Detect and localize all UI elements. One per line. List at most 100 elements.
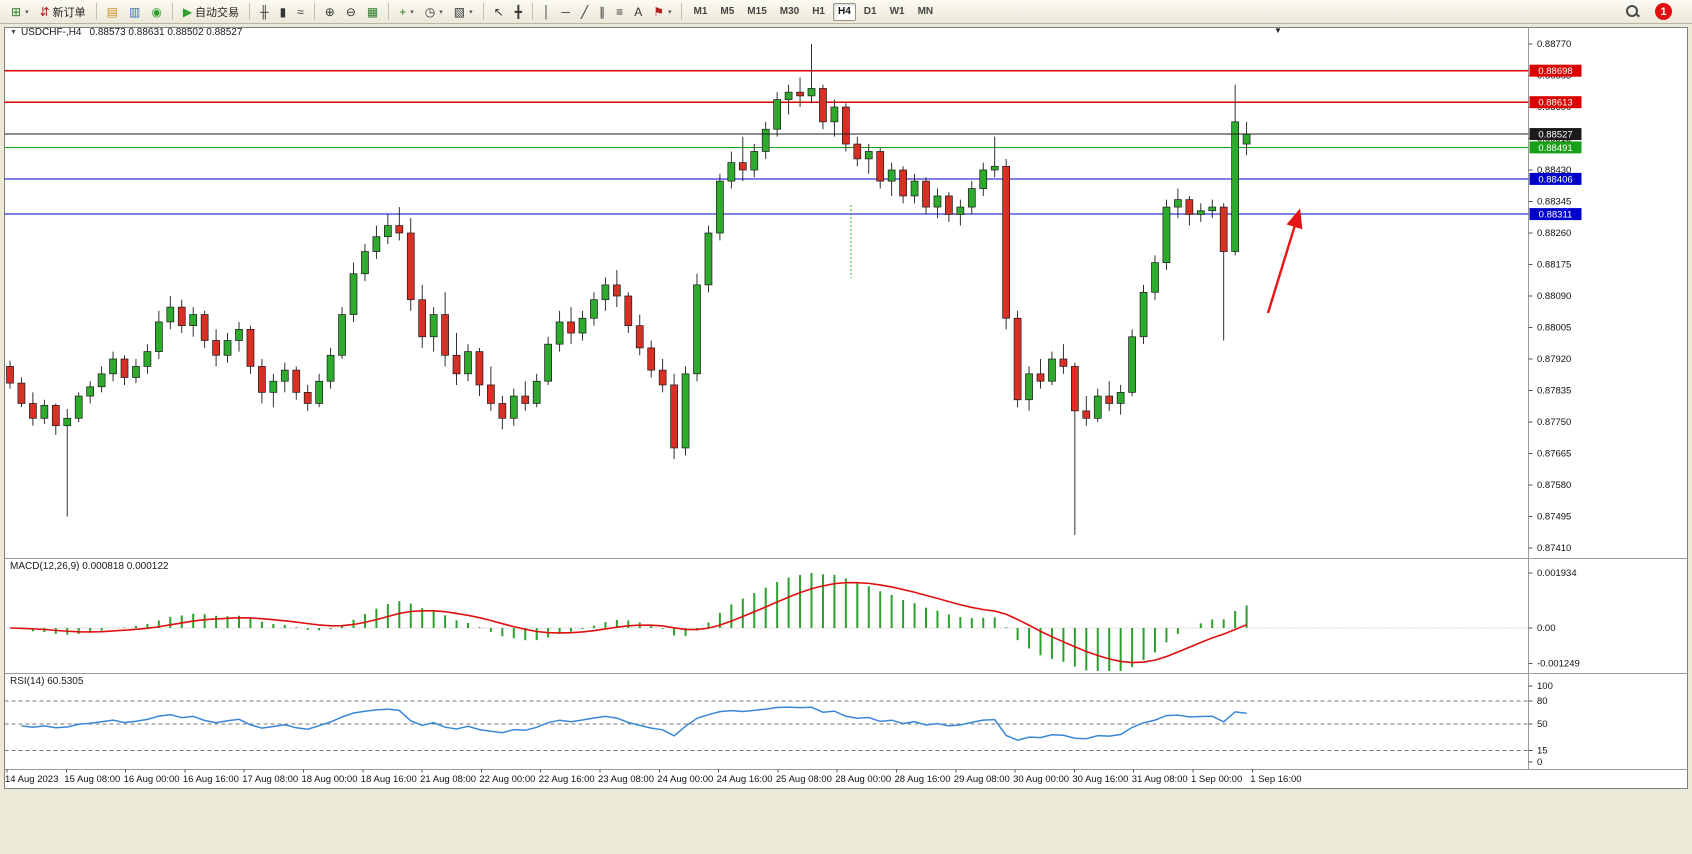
time-axis-label: 22 Aug 16:00 (539, 774, 595, 785)
candle-body (509, 395, 518, 419)
timeframe-m1-button[interactable]: M1 (688, 3, 712, 21)
autotrading-button[interactable]: ▶ 自动交易 (178, 2, 244, 22)
candle (1093, 388, 1102, 422)
candle (315, 373, 323, 408)
candle-body (590, 299, 598, 319)
candle (945, 192, 953, 222)
candle (487, 366, 495, 411)
line-chart-button[interactable]: ≈ (292, 2, 309, 22)
price-tick-label: 0.88770 (1537, 39, 1571, 50)
chart-dropdown-arrow-icon[interactable]: ▼ (1274, 26, 1282, 35)
zoom-out-button[interactable]: ⊖ (341, 2, 361, 22)
cursor-button[interactable]: ↖ (489, 2, 509, 22)
toolbar-separator (313, 3, 315, 20)
indicators-button[interactable]: + ▾ (394, 2, 419, 22)
timeframe-h4-button[interactable]: H4 (833, 2, 856, 21)
timeframe-d1-button[interactable]: D1 (859, 3, 882, 21)
new-chart-button[interactable]: ⊞ ▾ (6, 2, 34, 22)
chart-frame[interactable] (4, 27, 1688, 789)
toolbar-separator (681, 3, 683, 20)
text-button[interactable]: A (629, 2, 647, 22)
tile-windows-button[interactable]: ▦ (362, 2, 383, 22)
notifications-badge[interactable]: 1 (1655, 3, 1672, 20)
text-icon: A (634, 4, 643, 19)
caret-down-icon: ▾ (410, 8, 414, 16)
chart-canvas[interactable]: 0.887700.886850.886000.885150.884300.883… (0, 24, 1692, 792)
new-order-label: 新订单 (52, 6, 86, 19)
candle-body (120, 358, 129, 378)
arrows-button[interactable]: ⚑ ▾ (648, 2, 676, 22)
candle (933, 188, 942, 219)
candle (853, 136, 862, 167)
terminal-button[interactable]: ◉ (146, 2, 166, 22)
candle-body (956, 206, 965, 215)
timeframe-m30-button[interactable]: M30 (775, 3, 804, 21)
candle-body (864, 151, 873, 160)
candle-body (1070, 366, 1079, 412)
timeframe-mn-button[interactable]: MN (913, 3, 939, 21)
horizontal-line-button[interactable]: ─ (556, 2, 575, 22)
candlestick-chart-button[interactable]: ▮ (275, 2, 292, 22)
candle-body (269, 380, 278, 393)
candle-body (612, 284, 621, 297)
fibonacci-button[interactable]: ≡ (611, 2, 628, 22)
timeframe-m5-button[interactable]: M5 (715, 3, 739, 21)
candle (1013, 310, 1022, 408)
horizontal-line[interactable]: 0.88613 (4, 96, 1582, 109)
channel-button[interactable]: ∥ (594, 2, 610, 22)
market-watch-icon: ▤ (106, 4, 118, 19)
candle-body (338, 314, 346, 356)
price-tick-label: 0.87410 (1537, 543, 1571, 554)
candle-body (132, 366, 140, 378)
horizontal-line[interactable]: 0.88698 (4, 64, 1582, 78)
candle-body (819, 88, 827, 123)
time-axis-label: 15 Aug 08:00 (64, 774, 120, 785)
candle (74, 392, 83, 422)
bar-chart-button[interactable]: ╫ (255, 2, 274, 22)
vertical-line-icon: │ (542, 4, 551, 19)
trendline-button[interactable]: ╱ (576, 2, 593, 22)
vertical-line-button[interactable]: │ (538, 2, 556, 22)
candle-body (807, 88, 816, 97)
candle (395, 207, 404, 241)
navigator-button[interactable]: ▥ (124, 2, 145, 22)
candle-body (418, 299, 427, 338)
caret-down-icon: ▾ (439, 8, 443, 16)
candle (590, 292, 598, 326)
candle-body (395, 225, 404, 234)
horizontal-line[interactable]: 0.88406 (4, 172, 1582, 186)
candle (29, 392, 37, 426)
time-axis[interactable]: 14 Aug 2023 15 Aug 08:00 16 Aug 00:00 16 Au… (5, 769, 1302, 786)
candle-body (29, 403, 37, 419)
candle (967, 181, 976, 215)
candle-body (773, 99, 782, 130)
candle (155, 310, 163, 359)
search-button[interactable] (1620, 2, 1645, 22)
candle (1105, 381, 1114, 411)
candle-body (945, 195, 953, 215)
timeframe-m15-button[interactable]: M15 (742, 3, 771, 21)
new-order-button[interactable]: ⇵ 新订单 (35, 2, 91, 22)
candle (544, 336, 553, 385)
templates-button[interactable]: ▧ ▾ (449, 2, 478, 22)
red-arrow-annotation[interactable] (1266, 208, 1303, 314)
candle (979, 162, 988, 196)
periods-button[interactable]: ◷ ▾ (420, 2, 448, 22)
current-price-label: 0.88527 (1538, 130, 1572, 141)
candle (738, 136, 747, 182)
horizontal-line[interactable]: 0.88311 (4, 208, 1582, 221)
crosshair-button[interactable]: ╋ (510, 2, 527, 22)
candle-body (933, 195, 942, 208)
candle-body (212, 340, 220, 356)
candle-body (1048, 358, 1056, 382)
candle-body (361, 251, 369, 275)
candle-body (521, 395, 530, 404)
candle-body (887, 169, 896, 182)
timeframe-h1-button[interactable]: H1 (807, 3, 830, 21)
zoom-in-button[interactable]: ⊕ (320, 2, 340, 22)
timeframe-w1-button[interactable]: W1 (885, 3, 910, 21)
collapse-arrow-icon[interactable]: ▼ (10, 29, 17, 36)
candle (143, 344, 152, 374)
market-watch-button[interactable]: ▤ (102, 2, 123, 22)
chart-header: ▼ USDCHF-,H4 0.88573 0.88631 0.88502 0.885… (10, 27, 242, 38)
